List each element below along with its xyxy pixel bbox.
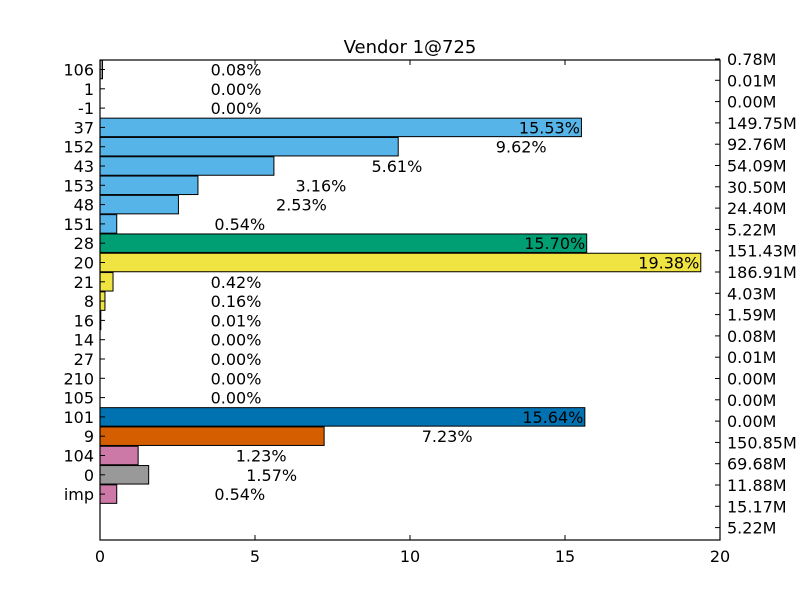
x-tick-label-4: 20 [710, 547, 730, 566]
value-label-1: 0.00% [211, 80, 262, 99]
y-tick-label-4: 152 [63, 138, 94, 157]
y-tick-label-21: 0 [84, 466, 94, 485]
y-tick-label-8: 151 [63, 215, 94, 234]
bar-7 [99, 194, 179, 215]
value-label-4: 9.62% [496, 138, 547, 157]
right-tick-label-11: 4.03M [727, 284, 776, 303]
value-label-11: 0.42% [211, 273, 262, 292]
value-label-14: 0.00% [211, 331, 262, 350]
value-label-6: 3.16% [296, 176, 347, 195]
right-tick-label-16: 0.00M [727, 391, 776, 410]
y-tick-label-13: 16 [74, 311, 94, 330]
y-tick-label-7: 48 [74, 196, 94, 215]
value-label-9: 15.70% [524, 234, 585, 253]
value-label-18: 15.64% [522, 408, 583, 427]
y-tick-label-16: 210 [63, 369, 94, 388]
right-tick-label-8: 5.22M [727, 220, 776, 239]
y-tick-label-20: 104 [63, 447, 94, 466]
value-label-8: 0.54% [214, 215, 265, 234]
bar-19 [99, 426, 325, 446]
y-tick-label-12: 8 [84, 292, 94, 311]
value-label-10: 19.38% [638, 254, 699, 273]
bar-18 [99, 407, 586, 427]
bar-21 [99, 465, 150, 485]
value-label-0: 0.08% [211, 61, 262, 80]
right-tick-label-17: 0.00M [727, 412, 776, 431]
right-tick-label-3: 149.75M [727, 114, 797, 133]
value-label-17: 0.00% [211, 389, 262, 408]
value-label-21: 1.57% [246, 466, 297, 485]
value-label-20: 1.23% [236, 447, 287, 466]
ticks-layer [99, 58, 721, 540]
right-tick-label-2: 0.00M [727, 93, 776, 112]
right-tick-label-1: 0.01M [727, 71, 776, 90]
y-tick-label-22: imp [64, 485, 94, 504]
x-tick-label-1: 5 [250, 547, 260, 566]
right-tick-label-10: 186.91M [727, 263, 797, 282]
labels-layer: 106 0.08% 1 0.00% -1 0.00% 37 15.53% 152 9.62% 43 5… [63, 50, 796, 566]
value-label-7: 2.53% [276, 196, 327, 215]
y-tick-label-14: 14 [74, 331, 94, 350]
right-tick-label-9: 151.43M [727, 242, 797, 261]
value-label-3: 15.53% [519, 118, 580, 137]
y-tick-label-6: 153 [63, 176, 94, 195]
right-tick-label-5: 54.09M [727, 157, 787, 176]
bar-10 [99, 252, 702, 273]
right-tick-label-19: 69.68M [727, 455, 787, 474]
bars-layer [99, 59, 702, 504]
x-tick-label-3: 15 [555, 547, 575, 566]
right-tick-label-21: 15.17M [727, 497, 787, 516]
bar-6 [99, 175, 199, 196]
y-tick-label-1: 1 [84, 80, 94, 99]
y-tick-label-2: -1 [78, 99, 94, 118]
value-label-22: 0.54% [214, 485, 265, 504]
right-tick-label-7: 24.40M [727, 199, 787, 218]
x-tick-label-2: 10 [400, 547, 420, 566]
bar-5 [99, 156, 275, 176]
y-tick-label-17: 105 [63, 389, 94, 408]
value-label-19: 7.23% [422, 427, 473, 446]
right-tick-label-6: 30.50M [727, 178, 787, 197]
chart-title: Vendor 1@725 [344, 37, 477, 58]
bar-4 [99, 136, 399, 157]
right-tick-label-18: 150.85M [727, 433, 797, 452]
y-tick-label-19: 9 [84, 427, 94, 446]
y-tick-label-15: 27 [74, 350, 94, 369]
y-tick-label-11: 21 [74, 273, 94, 292]
right-tick-label-13: 0.08M [727, 327, 776, 346]
x-tick-label-0: 0 [95, 547, 105, 566]
value-label-2: 0.00% [211, 99, 262, 118]
y-tick-label-5: 43 [74, 157, 94, 176]
right-tick-label-22: 5.22M [727, 519, 776, 538]
y-tick-label-9: 28 [74, 234, 94, 253]
bar-20 [99, 445, 139, 466]
right-tick-label-15: 0.00M [727, 370, 776, 389]
bar-9 [99, 233, 588, 253]
y-tick-label-10: 20 [74, 254, 94, 273]
value-label-12: 0.16% [211, 292, 262, 311]
value-label-15: 0.00% [211, 350, 262, 369]
right-tick-label-4: 92.76M [727, 135, 787, 154]
right-tick-label-0: 0.78M [727, 50, 776, 69]
right-tick-label-12: 1.59M [727, 306, 776, 325]
y-tick-label-18: 101 [63, 408, 94, 427]
bar-3 [99, 117, 582, 138]
right-tick-label-20: 11.88M [727, 476, 787, 495]
value-label-13: 0.01% [211, 311, 262, 330]
y-tick-label-3: 37 [74, 118, 94, 137]
right-tick-label-14: 0.01M [727, 348, 776, 367]
value-label-5: 5.61% [371, 157, 422, 176]
value-label-16: 0.00% [211, 369, 262, 388]
y-tick-label-0: 106 [63, 61, 94, 80]
